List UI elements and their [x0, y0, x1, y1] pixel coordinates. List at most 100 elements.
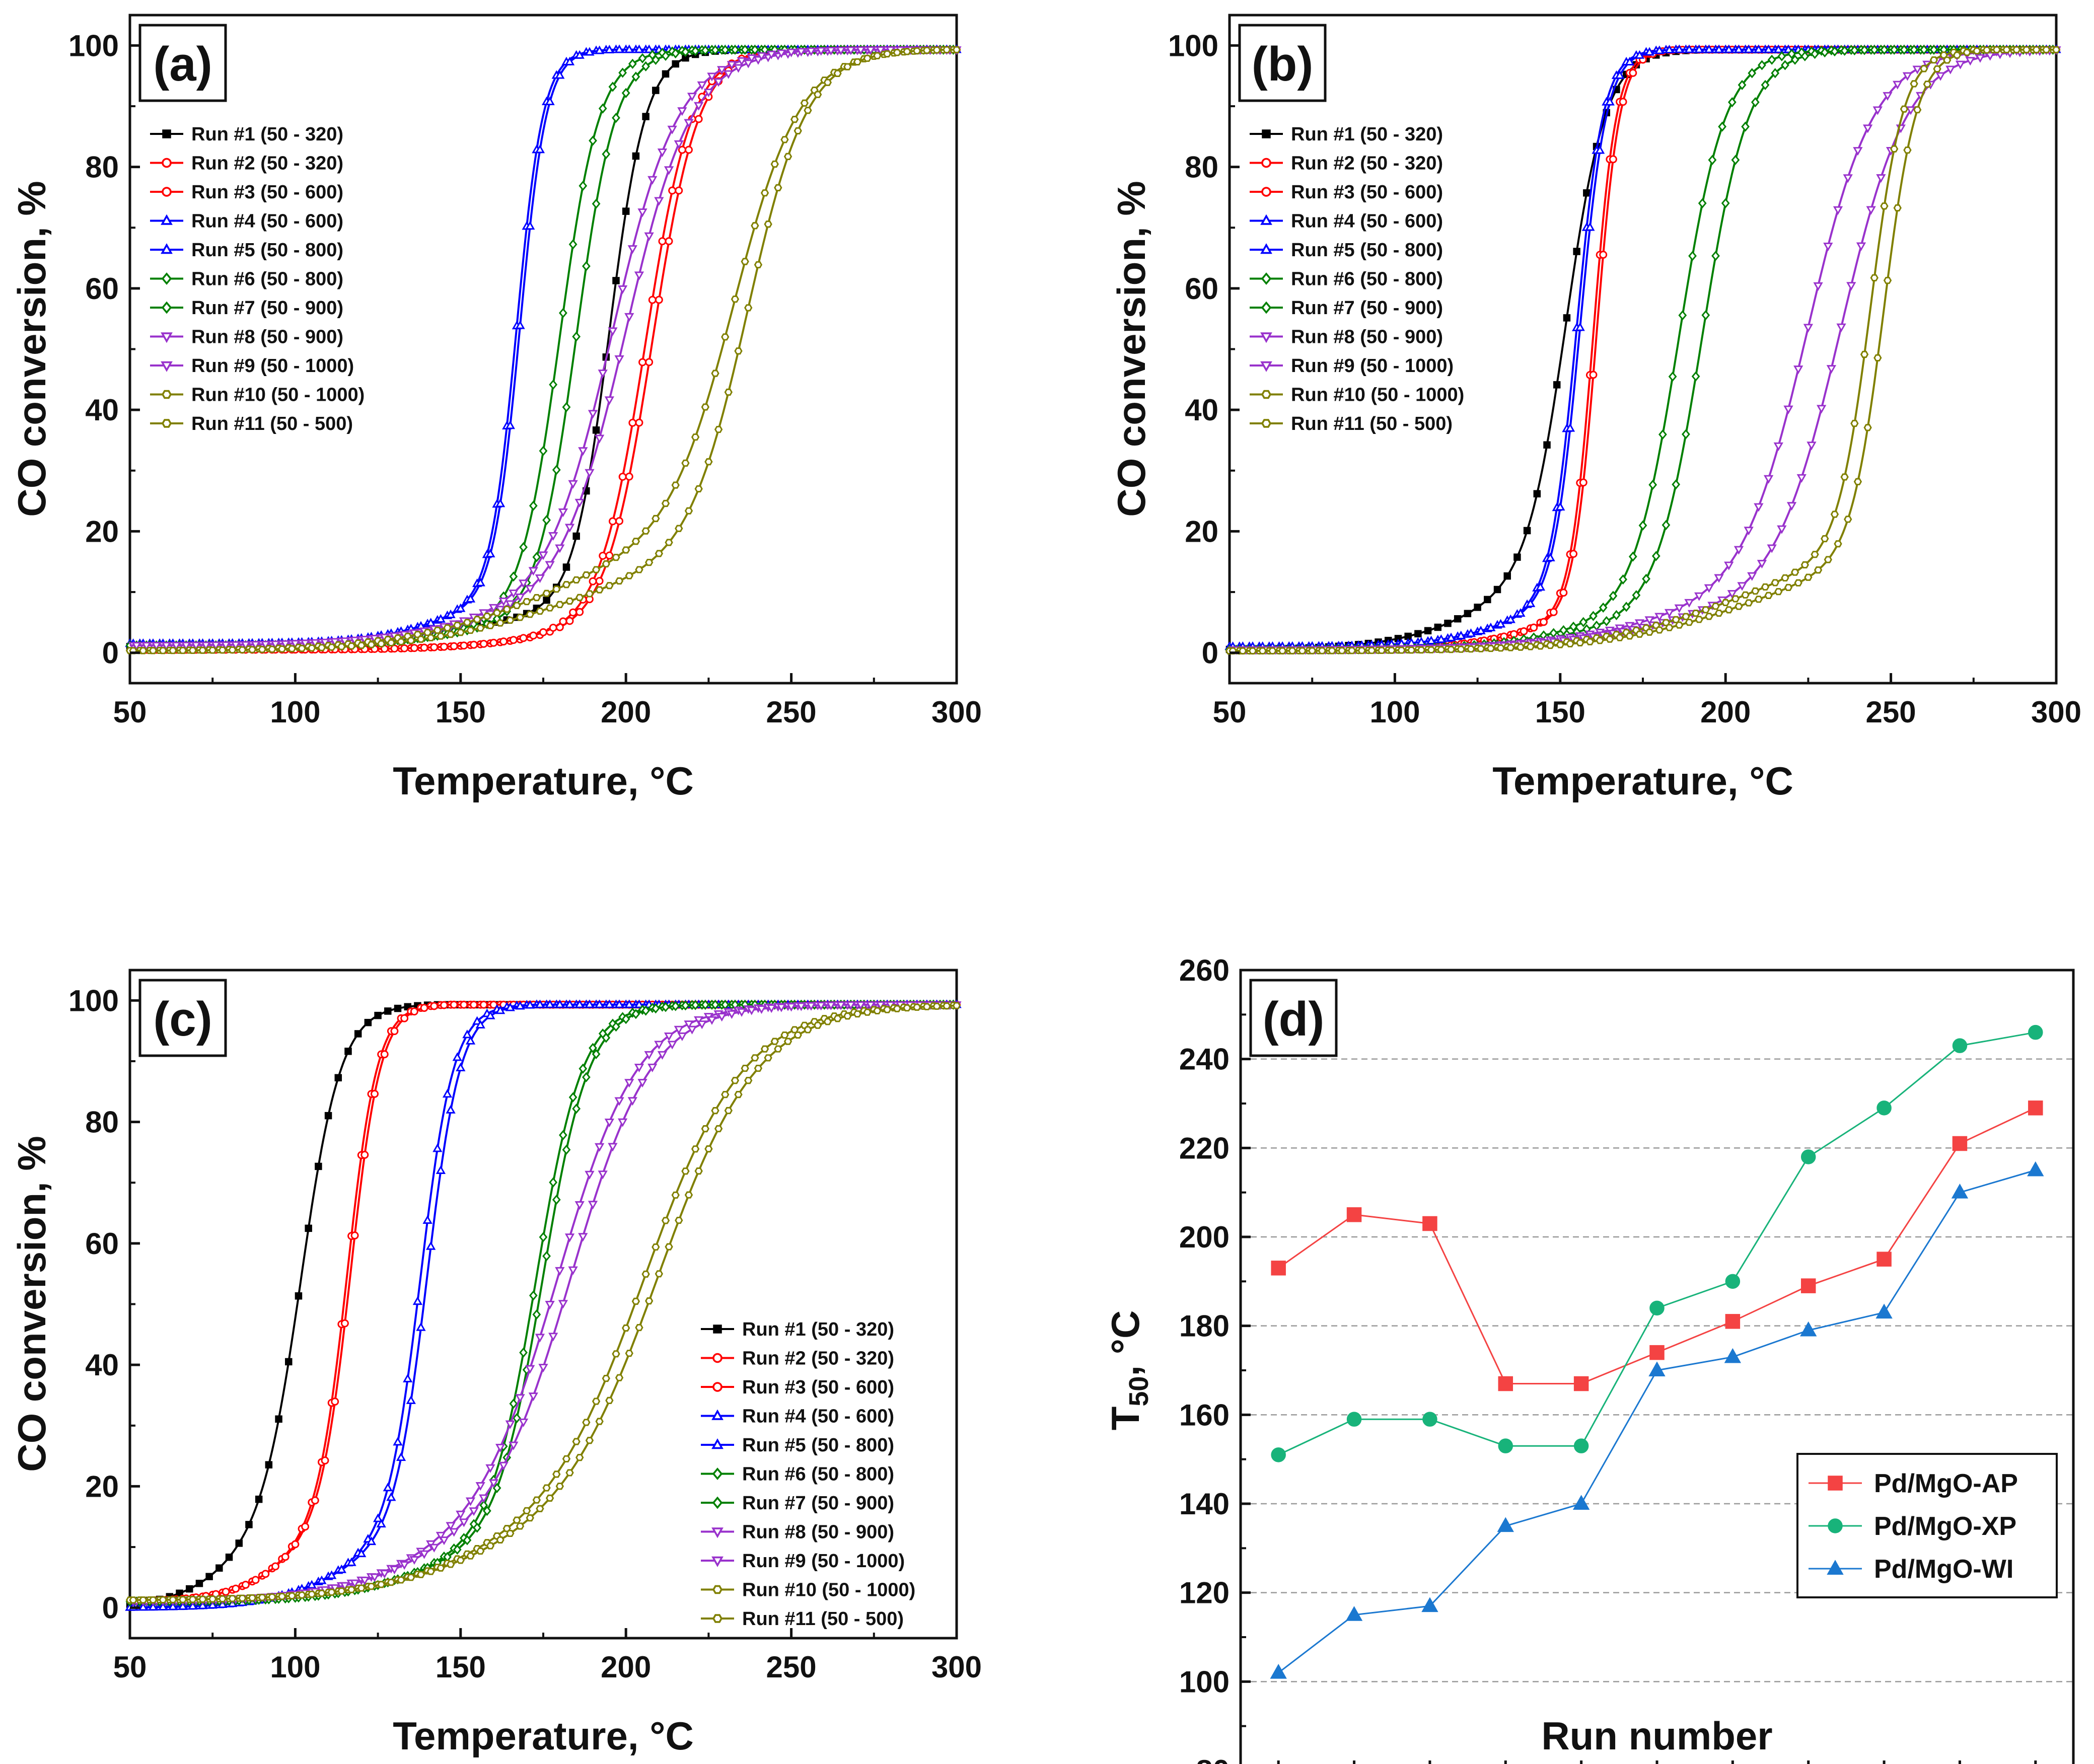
data-point [813, 1021, 822, 1029]
data-point [637, 208, 647, 217]
data-point [506, 1529, 515, 1537]
data-point [713, 78, 724, 87]
data-point [615, 577, 624, 585]
data-point [525, 1365, 535, 1374]
data-point [661, 1002, 670, 1012]
y-tick-label: 140 [1179, 1487, 1230, 1521]
data-point [169, 647, 177, 654]
data-point [1738, 80, 1747, 90]
data-point [756, 1005, 767, 1014]
legend-item: Run #9 (50 - 1000) [150, 355, 354, 377]
data-point [1684, 44, 1694, 53]
y-tick-label: 40 [1185, 393, 1218, 427]
data-point [1615, 70, 1625, 79]
data-point [545, 999, 555, 1008]
y-axis-title-d-rest: , °C [1103, 1310, 1147, 1376]
data-point [1876, 174, 1886, 183]
data-point [741, 258, 749, 265]
data-point [717, 66, 727, 75]
data-point [373, 1513, 383, 1522]
data-point [340, 1319, 349, 1328]
data-point [271, 1562, 279, 1571]
x-tick-label: 50 [113, 1650, 147, 1684]
data-point [1955, 60, 1966, 69]
data-point [1800, 51, 1810, 61]
data-point [572, 532, 580, 540]
data-point [634, 999, 644, 1008]
data-point [631, 71, 640, 82]
data-point [350, 1231, 359, 1240]
data-point [169, 1596, 177, 1603]
data-point [344, 1048, 352, 1055]
data-point [585, 469, 595, 478]
data-point [509, 571, 518, 582]
data-point [287, 645, 297, 652]
data-point [433, 626, 442, 634]
data-point [604, 396, 615, 405]
data-point [1952, 1038, 1968, 1053]
panel-d: 1234567891011801001201401601802002202402… [1103, 953, 2075, 1764]
data-point [605, 551, 614, 560]
data-point [218, 1595, 227, 1602]
data-point [377, 1581, 386, 1588]
data-point [1457, 645, 1465, 653]
data-point [498, 598, 509, 607]
data-point [238, 1594, 247, 1602]
data-point [1596, 637, 1604, 644]
data-point [516, 1522, 525, 1530]
data-point [149, 647, 158, 654]
data-point [1876, 1252, 1892, 1267]
data-point [1424, 627, 1432, 635]
data-point [727, 61, 737, 70]
legend-swatch-marker [1261, 301, 1272, 314]
data-point [308, 1590, 316, 1598]
legend-item: Run #1 (50 - 320) [1250, 124, 1443, 145]
data-point [1850, 419, 1859, 427]
data-point [612, 113, 620, 123]
data-point [582, 571, 591, 579]
data-point [737, 57, 747, 66]
data-point [285, 1358, 293, 1366]
data-point [562, 402, 571, 412]
data-point [1695, 616, 1703, 623]
data-point [592, 1398, 601, 1405]
data-point [671, 1191, 680, 1199]
data-point [1965, 57, 1975, 66]
legend-swatch-marker [712, 1382, 723, 1392]
data-point [1771, 579, 1779, 586]
data-point [1648, 479, 1657, 490]
data-point [1553, 381, 1561, 389]
data-point [492, 1483, 501, 1493]
data-point [1774, 588, 1783, 596]
legend-item: Run #9 (50 - 1000) [1250, 355, 1454, 377]
data-point [585, 47, 595, 56]
data-point [756, 52, 767, 61]
data-point [1725, 1314, 1741, 1329]
data-point [439, 1536, 449, 1546]
data-point [1694, 44, 1704, 53]
data-point [853, 58, 862, 65]
data-point [622, 546, 630, 554]
data-point [1704, 44, 1714, 53]
data-point [1271, 1447, 1286, 1462]
y-tick-label: 20 [85, 514, 119, 548]
data-point [1814, 566, 1823, 574]
data-point [2052, 46, 2061, 53]
data-point [721, 333, 730, 341]
data-point [893, 49, 901, 56]
data-point [437, 1564, 445, 1572]
data-point [2042, 46, 2051, 53]
data-point [855, 46, 866, 55]
data-point [1654, 613, 1665, 622]
data-point [2027, 1161, 2044, 1177]
data-point [1649, 1345, 1665, 1360]
data-point [1741, 121, 1750, 132]
data-point [578, 447, 588, 456]
data-point [1850, 45, 1859, 56]
data-point [687, 1025, 697, 1035]
data-point [168, 1601, 178, 1610]
data-point [793, 1031, 802, 1039]
data-point [1417, 646, 1426, 654]
legend-swatch-marker [161, 301, 172, 314]
legend-item: Run #2 (50 - 320) [701, 1348, 894, 1369]
